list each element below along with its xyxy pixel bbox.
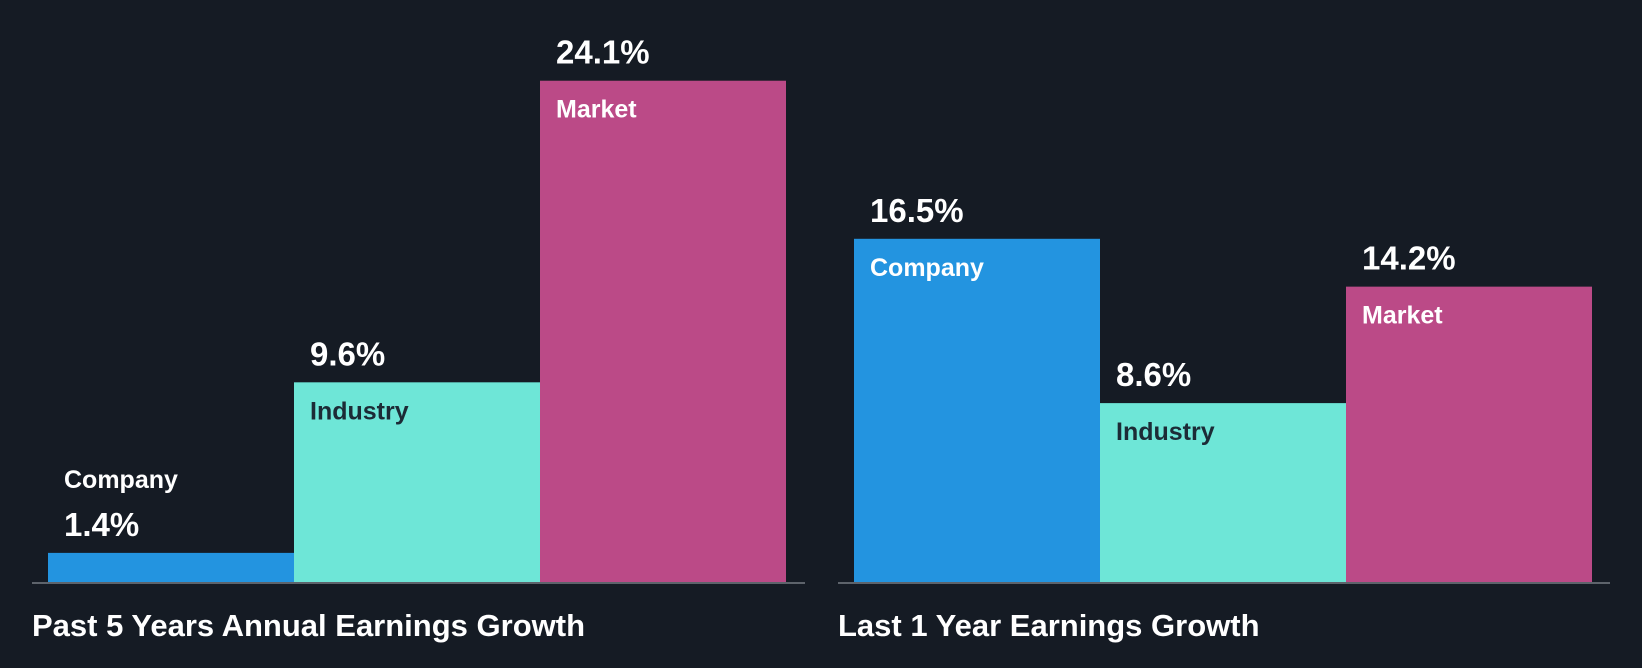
- chart-title-last-1-year: Last 1 Year Earnings Growth: [838, 608, 1260, 643]
- value-label-company-last-1-year: 16.5%: [870, 192, 964, 229]
- value-label-industry-last-1-year: 8.6%: [1116, 356, 1191, 393]
- category-label-company-last-1-year: Company: [870, 254, 984, 282]
- group-last-1-year: 16.5% Company 8.6% Industry 14.2% Market Last…: [838, 192, 1610, 643]
- category-label-company-past-5-years: Company: [64, 466, 178, 494]
- category-label-market-last-1-year: Market: [1362, 302, 1443, 330]
- value-label-industry-past-5-years: 9.6%: [310, 335, 385, 372]
- category-label-industry-past-5-years: Industry: [310, 397, 409, 425]
- bar-market-past-5-years: [540, 80, 786, 582]
- bar-market-last-1-year: [1346, 286, 1592, 582]
- value-label-market-past-5-years: 24.1%: [556, 34, 650, 71]
- category-label-market-past-5-years: Market: [556, 96, 637, 124]
- group-past-5-years: 1.4% Company 9.6% Industry 24.1% Market Past …: [32, 34, 805, 643]
- bar-company-past-5-years: [48, 552, 294, 582]
- bar-industry-past-5-years: [294, 382, 540, 582]
- value-label-company-past-5-years: 1.4%: [64, 506, 139, 543]
- chart-title-past-5-years: Past 5 Years Annual Earnings Growth: [32, 608, 585, 643]
- value-label-market-last-1-year: 14.2%: [1362, 240, 1456, 277]
- bar-industry-last-1-year: [1100, 403, 1346, 582]
- bars-past-5-years: 1.4% Company 9.6% Industry 24.1% Market: [48, 34, 786, 582]
- bar-company-last-1-year: [854, 238, 1100, 583]
- bars-last-1-year: 16.5% Company 8.6% Industry 14.2% Market: [854, 192, 1592, 583]
- category-label-industry-last-1-year: Industry: [1116, 418, 1215, 446]
